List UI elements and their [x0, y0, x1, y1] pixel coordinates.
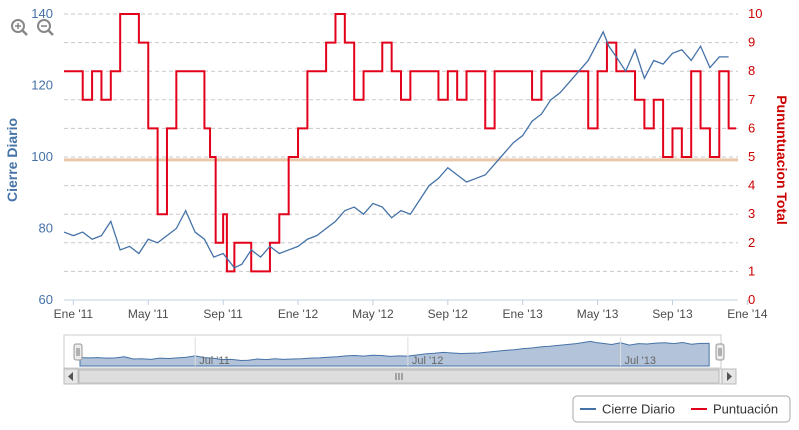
y-axis-left-label: Cierre Diario — [4, 118, 20, 202]
y-right-tick-label: 4 — [748, 178, 755, 193]
legend-label-score: Puntuación — [713, 402, 778, 417]
y-left-tick-label: 120 — [31, 78, 53, 93]
arrow-right-icon — [727, 372, 732, 381]
legend-label-close: Cierre Diario — [602, 402, 675, 417]
y-axis-left: 60 80 100 120 140 — [31, 6, 53, 307]
x-axis: Ene '11 May '11 Sep '11 Ene '12 May '12 Sep '… — [54, 300, 768, 321]
y-left-tick-label: 100 — [31, 149, 53, 164]
navigator-label: Jul '13 — [625, 355, 656, 367]
series-group — [63, 13, 737, 273]
legend-item-puntuacion[interactable]: Puntuación — [691, 402, 778, 417]
y-right-tick-label: 2 — [748, 235, 755, 250]
navigator-handle-left[interactable] — [73, 343, 83, 361]
series-line-puntuacion — [64, 13, 737, 273]
x-tick-label: Sep '13 — [652, 307, 693, 321]
x-tick-label: Ene '12 — [278, 307, 319, 321]
y-right-tick-label: 8 — [748, 63, 755, 78]
series-line-cierre-diario — [63, 30, 729, 269]
y-right-tick-label: 10 — [748, 6, 762, 21]
zoom-in-icon — [11, 19, 28, 36]
legend-item-cierre-diario[interactable]: Cierre Diario — [580, 402, 675, 417]
arrow-left-icon — [68, 372, 73, 381]
x-tick-label: May '12 — [352, 307, 394, 321]
y-axis-right-label: Pununtuacion Total — [774, 95, 790, 225]
y-right-tick-label: 5 — [748, 149, 755, 164]
x-tick-label: Ene '11 — [54, 307, 94, 321]
y-right-tick-label: 7 — [748, 92, 755, 107]
navigator-handle-right[interactable] — [715, 343, 725, 361]
y-left-tick-label: 60 — [39, 292, 53, 307]
x-tick-label: May '11 — [128, 307, 169, 321]
navigator-area — [79, 340, 710, 367]
legend: Cierre Diario Puntuación — [572, 395, 791, 423]
x-tick-label: Ene '13 — [503, 307, 544, 321]
y-right-tick-label: 6 — [748, 120, 755, 135]
y-right-tick-label: 3 — [748, 206, 755, 221]
navigator-series — [79, 340, 710, 367]
x-tick-label: May '13 — [577, 307, 619, 321]
y-axis-right: 0 1 2 3 4 5 6 7 8 9 10 — [748, 6, 762, 307]
y-right-tick-label: 9 — [748, 35, 755, 50]
navigator-labels: Jul '11 Jul '12 Jul '13 — [194, 337, 656, 367]
zoom-in-button[interactable] — [11, 19, 28, 36]
zoom-out-icon — [37, 19, 54, 36]
x-tick-label: Ene '14 — [727, 307, 768, 321]
y-left-tick-label: 80 — [39, 221, 53, 236]
navigator: Jul '11 Jul '12 Jul '13 — [63, 334, 725, 369]
y-right-tick-label: 0 — [748, 292, 755, 307]
y-left-tick-label: 140 — [31, 6, 53, 21]
navigator-label: Jul '12 — [412, 355, 443, 367]
scrollbar[interactable] — [63, 368, 737, 385]
navigator-label: Jul '11 — [199, 355, 230, 367]
x-tick-label: Sep '11 — [203, 307, 243, 321]
grip-icon — [395, 373, 403, 380]
zoom-controls — [11, 19, 54, 36]
zoom-out-button[interactable] — [37, 19, 54, 36]
x-tick-label: Sep '12 — [428, 307, 469, 321]
y-right-tick-label: 1 — [748, 263, 755, 278]
